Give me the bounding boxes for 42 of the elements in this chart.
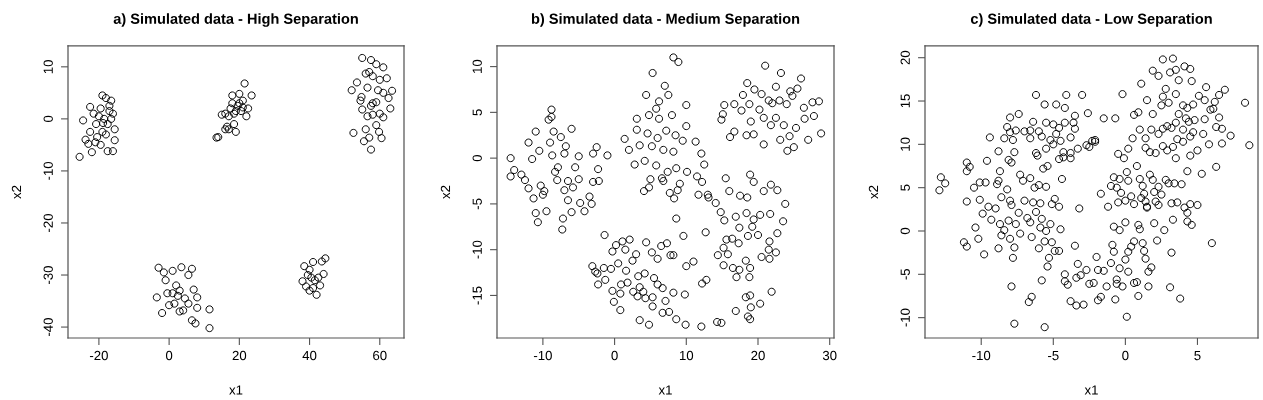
- y-tick-label: -10: [900, 308, 910, 327]
- x-tick-label: -10: [972, 350, 991, 361]
- x-axis-title: x1: [1084, 385, 1098, 395]
- y-axis-title: x2: [11, 185, 22, 199]
- y-tick-label: 0: [472, 154, 482, 162]
- x-tick-label: 20: [751, 350, 765, 361]
- y-tick-label: 5: [472, 109, 482, 116]
- y-axis-title: x2: [440, 185, 451, 199]
- x-tick-label: 0: [611, 350, 618, 361]
- y-tick-label: -10: [472, 240, 482, 259]
- x-tick-label: 20: [232, 350, 247, 361]
- x-tick-label: -5: [1048, 350, 1059, 361]
- x-tick-label: -20: [89, 350, 108, 361]
- y-tick-label: 0: [43, 115, 53, 123]
- x-tick-label: 40: [302, 350, 317, 361]
- y-tick-label: -15: [472, 286, 482, 305]
- y-axis-title: x2: [868, 185, 879, 199]
- x-tick-label: 30: [822, 350, 837, 361]
- y-tick-label: -5: [472, 198, 482, 210]
- y-tick-label: -5: [900, 269, 910, 280]
- x-tick-label: 0: [165, 350, 173, 361]
- y-tick-label: -20: [43, 213, 53, 232]
- y-tick-label: 20: [900, 50, 910, 65]
- x-tick-label: -10: [533, 350, 552, 361]
- x-tick-label: 60: [373, 350, 387, 361]
- x-tick-label: 0: [1122, 350, 1129, 361]
- chart-title: b) Simulated data - Medium Separation: [531, 13, 800, 27]
- chart-title: c) Simulated data - Low Separation: [970, 13, 1212, 27]
- x-tick-label: 10: [679, 350, 694, 361]
- x-axis-title: x1: [229, 385, 243, 395]
- y-tick-label: 10: [900, 137, 910, 151]
- y-tick-label: 0: [900, 227, 910, 235]
- y-tick-label: 10: [43, 60, 53, 74]
- y-tick-label: 15: [900, 94, 910, 108]
- y-tick-label: -40: [43, 318, 53, 337]
- y-tick-label: -10: [43, 161, 53, 180]
- y-tick-label: 5: [900, 184, 910, 191]
- y-tick-label: -30: [43, 266, 53, 284]
- x-tick-label: 5: [1194, 350, 1201, 361]
- y-tick-label: 10: [472, 59, 482, 73]
- chart-title: a) Simulated data - High Separation: [113, 13, 358, 27]
- x-axis-title: x1: [658, 385, 672, 395]
